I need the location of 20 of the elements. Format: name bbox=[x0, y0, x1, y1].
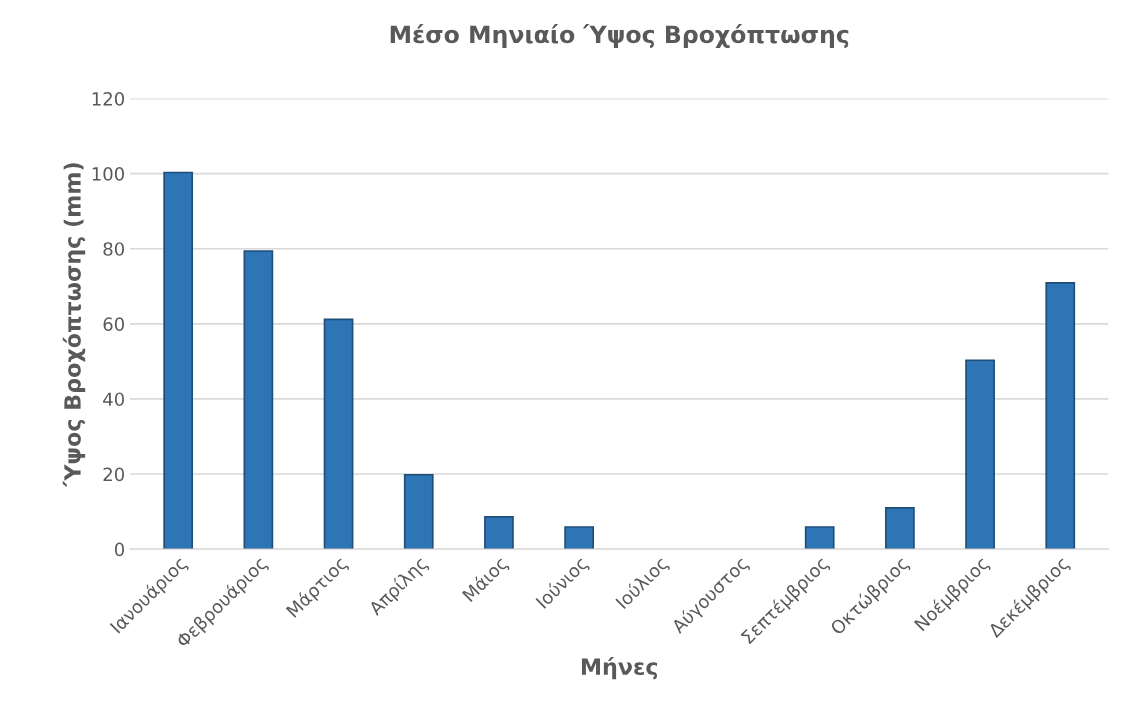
bar bbox=[804, 526, 835, 550]
y-tick-label: 100 bbox=[92, 167, 124, 181]
y-tick-label: 60 bbox=[103, 317, 124, 331]
bar bbox=[323, 318, 354, 550]
y-tick-label: 80 bbox=[103, 242, 124, 256]
y-tick-label: 40 bbox=[103, 392, 124, 407]
y-tick-label: 120 bbox=[92, 92, 124, 106]
bar bbox=[965, 359, 995, 550]
bar bbox=[564, 526, 594, 550]
y-tick-label: 20 bbox=[103, 467, 124, 482]
chart-title: Μέσο Μηνιαίο Ύψος Βροχόπτωσης bbox=[390, 24, 849, 48]
bar bbox=[243, 250, 274, 550]
bar bbox=[163, 171, 194, 550]
bar bbox=[403, 473, 434, 550]
bar bbox=[1045, 282, 1076, 550]
bar bbox=[484, 515, 514, 550]
x-axis-title: Μήνες bbox=[581, 656, 658, 680]
bar bbox=[885, 506, 915, 550]
y-axis-title: Ύψος Βροχόπτωσης (mm) bbox=[62, 163, 86, 487]
y-tick-label: 0 bbox=[114, 542, 124, 557]
